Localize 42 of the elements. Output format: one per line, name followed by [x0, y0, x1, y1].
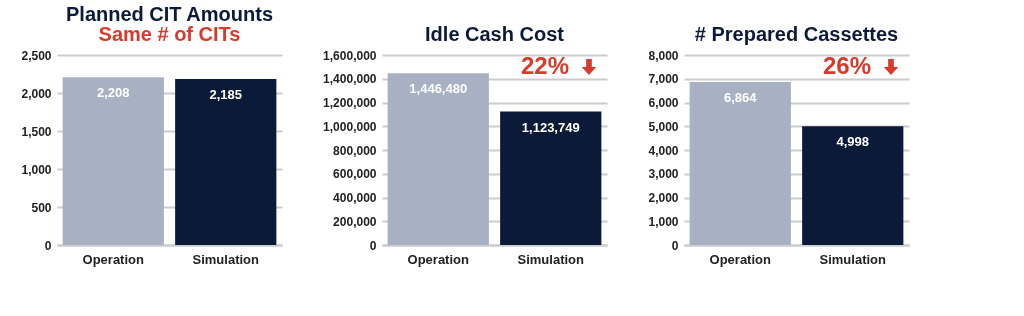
data-label: 2,208 — [96, 85, 130, 101]
y-tick-label: 3,000 — [648, 167, 679, 182]
x-tick-label: Operation — [709, 251, 771, 267]
y-tick-label: 800,000 — [333, 143, 377, 158]
y-tick-label: 0 — [44, 238, 52, 253]
y-tick-label: 8,000 — [648, 48, 679, 63]
chart-title: # Prepared Cassettes — [694, 23, 899, 45]
y-tick-label: 600,000 — [333, 167, 377, 182]
y-tick-label: 7,000 — [648, 72, 679, 87]
data-label: 4,998 — [836, 134, 870, 150]
data-label: 6,864 — [723, 89, 758, 105]
x-tick-label: Simulation — [819, 251, 887, 267]
y-tick-label: 2,000 — [648, 191, 679, 205]
y-tick-label: 1,000 — [21, 162, 52, 177]
x-tick-label: Simulation — [517, 251, 585, 267]
y-tick-label: 1,600,000 — [323, 48, 377, 63]
y-tick-label: 1,400,000 — [323, 72, 377, 87]
x-tick-label: Operation — [82, 251, 144, 267]
y-tick-label: 4,000 — [648, 143, 679, 158]
y-tick-label: 1,500 — [21, 124, 52, 139]
y-tick-label: 0 — [369, 238, 377, 253]
y-tick-label: 400,000 — [333, 191, 377, 205]
x-tick-label: Simulation — [192, 251, 260, 267]
y-tick-label: 1,200,000 — [323, 96, 377, 110]
y-tick-label: 1,000,000 — [323, 119, 377, 134]
chart-title: Planned CIT Amounts — [65, 3, 274, 25]
data-label: 1,123,749 — [521, 119, 580, 135]
y-tick-label: 1,000 — [648, 214, 679, 229]
annotation: 22% — [520, 52, 569, 79]
y-tick-label: 6,000 — [648, 96, 679, 110]
annotation: 26% — [822, 52, 871, 79]
y-tick-label: 2,500 — [21, 48, 52, 63]
y-tick-label: 0 — [671, 238, 679, 253]
y-tick-label: 5,000 — [648, 119, 679, 134]
chart-subtitle: Same # of CITs — [98, 23, 241, 45]
chart-title: Idle Cash Cost — [425, 23, 565, 45]
y-tick-label: 200,000 — [333, 214, 377, 229]
x-tick-label: Operation — [407, 251, 469, 267]
y-tick-label: 2,000 — [21, 86, 52, 101]
y-tick-label: 500 — [31, 200, 52, 215]
data-label: 2,185 — [209, 86, 243, 102]
data-label: 1,446,480 — [409, 81, 468, 97]
